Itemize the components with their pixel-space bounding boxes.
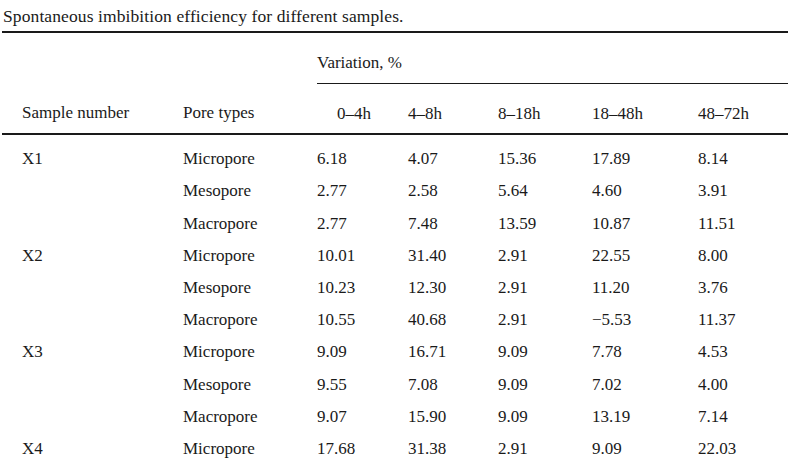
variation-value-cell: 16.71 (408, 334, 498, 366)
table-caption: Spontaneous imbibition efficiency for di… (2, 0, 788, 31)
pore-type-cell: Micropore (183, 334, 317, 366)
sample-number-cell: X1 (2, 134, 183, 173)
variation-value-cell: 13.19 (592, 399, 698, 431)
variation-value-cell: 10.55 (317, 302, 408, 334)
variation-value-cell: 22.55 (592, 238, 698, 270)
imbibition-efficiency-table: Sample number Pore types Variation, % 0–… (2, 31, 788, 461)
pore-type-cell: Mesopore (183, 173, 317, 205)
pore-type-cell: Macropore (183, 399, 317, 431)
variation-value-cell: 2.91 (498, 431, 592, 461)
table-body: X1Micropore6.184.0715.3617.898.14Mesopor… (2, 134, 788, 461)
variation-value-cell: 17.89 (592, 134, 698, 173)
variation-value-cell: 10.23 (317, 270, 408, 302)
variation-value-cell: 8.14 (698, 134, 788, 173)
variation-value-cell: 3.76 (698, 270, 788, 302)
variation-value-cell: 11.37 (698, 302, 788, 334)
pore-type-cell: Mesopore (183, 270, 317, 302)
variation-value-cell: 31.40 (408, 238, 498, 270)
variation-value-cell: 22.03 (698, 431, 788, 461)
variation-value-cell: 17.68 (317, 431, 408, 461)
sample-number-cell (2, 302, 183, 334)
variation-value-cell: 5.64 (498, 173, 592, 205)
table-row: X4Micropore17.6831.382.919.0922.03 (2, 431, 788, 461)
pore-type-cell: Micropore (183, 134, 317, 173)
column-header-sample-number: Sample number (2, 32, 183, 134)
header-row-main: Sample number Pore types Variation, % (2, 32, 788, 84)
variation-value-cell: 9.09 (317, 334, 408, 366)
column-header-interval-4-8h: 4–8h (408, 84, 498, 135)
variation-value-cell: 2.91 (498, 270, 592, 302)
pore-type-cell: Macropore (183, 205, 317, 237)
variation-value-cell: 7.48 (408, 205, 498, 237)
table-row: Mesopore2.772.585.644.603.91 (2, 173, 788, 205)
table-row: X3Micropore9.0916.719.097.784.53 (2, 334, 788, 366)
column-header-interval-18-48h: 18–48h (592, 84, 698, 135)
variation-value-cell: 4.60 (592, 173, 698, 205)
variation-value-cell: 12.30 (408, 270, 498, 302)
variation-value-cell: 7.78 (592, 334, 698, 366)
table-row: Macropore9.0715.909.0913.197.14 (2, 399, 788, 431)
variation-value-cell: 6.18 (317, 134, 408, 173)
variation-value-cell: 9.07 (317, 399, 408, 431)
variation-value-cell: 7.02 (592, 366, 698, 398)
table-row: Mesopore10.2312.302.9111.203.76 (2, 270, 788, 302)
table-row: Macropore10.5540.682.91−5.5311.37 (2, 302, 788, 334)
variation-value-cell: 2.91 (498, 302, 592, 334)
variation-value-cell: 7.08 (408, 366, 498, 398)
variation-value-cell: −5.53 (592, 302, 698, 334)
variation-value-cell: 7.14 (698, 399, 788, 431)
variation-value-cell: 11.51 (698, 205, 788, 237)
column-header-interval-48-72h: 48–72h (698, 84, 788, 135)
table-header: Sample number Pore types Variation, % 0–… (2, 32, 788, 134)
pore-type-cell: Micropore (183, 238, 317, 270)
paper-table-figure: Spontaneous imbibition efficiency for di… (2, 0, 788, 461)
variation-value-cell: 3.91 (698, 173, 788, 205)
sample-number-cell (2, 173, 183, 205)
variation-value-cell: 10.01 (317, 238, 408, 270)
column-header-interval-0-4h: 0–4h (317, 84, 408, 135)
pore-type-cell: Mesopore (183, 366, 317, 398)
variation-value-cell: 13.59 (498, 205, 592, 237)
column-header-pore-types: Pore types (183, 32, 317, 134)
variation-value-cell: 2.77 (317, 173, 408, 205)
variation-value-cell: 31.38 (408, 431, 498, 461)
variation-value-cell: 4.07 (408, 134, 498, 173)
variation-value-cell: 9.09 (498, 399, 592, 431)
pore-type-cell: Micropore (183, 431, 317, 461)
table-row: X2Micropore10.0131.402.9122.558.00 (2, 238, 788, 270)
variation-value-cell: 2.77 (317, 205, 408, 237)
variation-value-cell: 2.58 (408, 173, 498, 205)
variation-value-cell: 9.09 (592, 431, 698, 461)
table-row: X1Micropore6.184.0715.3617.898.14 (2, 134, 788, 173)
variation-value-cell: 2.91 (498, 238, 592, 270)
column-header-variation: Variation, % (317, 32, 788, 84)
sample-number-cell (2, 366, 183, 398)
variation-value-cell: 9.09 (498, 366, 592, 398)
variation-value-cell: 11.20 (592, 270, 698, 302)
sample-number-cell (2, 399, 183, 431)
variation-value-cell: 15.90 (408, 399, 498, 431)
sample-number-cell: X3 (2, 334, 183, 366)
table-row: Mesopore9.557.089.097.024.00 (2, 366, 788, 398)
variation-value-cell: 15.36 (498, 134, 592, 173)
variation-value-cell: 8.00 (698, 238, 788, 270)
variation-value-cell: 9.55 (317, 366, 408, 398)
table-row: Macropore2.777.4813.5910.8711.51 (2, 205, 788, 237)
variation-value-cell: 4.53 (698, 334, 788, 366)
variation-value-cell: 40.68 (408, 302, 498, 334)
sample-number-cell: X2 (2, 238, 183, 270)
variation-value-cell: 10.87 (592, 205, 698, 237)
sample-number-cell (2, 270, 183, 302)
variation-value-cell: 4.00 (698, 366, 788, 398)
column-header-interval-8-18h: 8–18h (498, 84, 592, 135)
variation-value-cell: 9.09 (498, 334, 592, 366)
sample-number-cell (2, 205, 183, 237)
sample-number-cell: X4 (2, 431, 183, 461)
pore-type-cell: Macropore (183, 302, 317, 334)
